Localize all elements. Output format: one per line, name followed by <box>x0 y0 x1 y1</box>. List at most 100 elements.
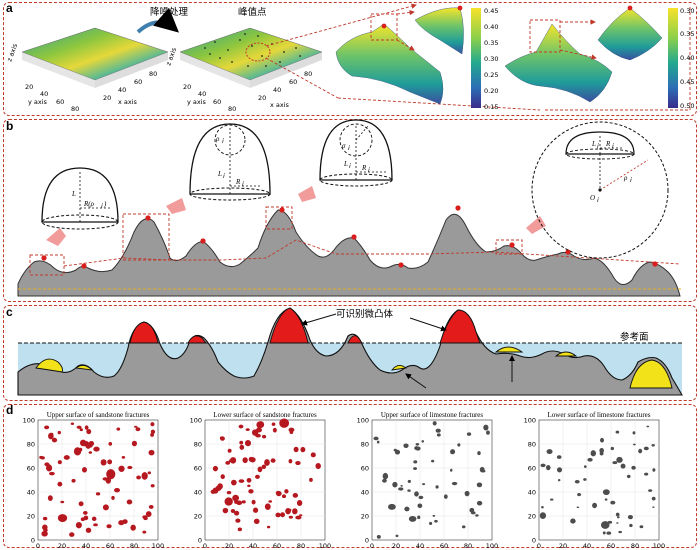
asperity-blob <box>63 455 70 460</box>
asperity-blob <box>253 518 260 525</box>
asperity-blob <box>235 518 241 523</box>
asperity-blob <box>417 503 423 508</box>
asperity-blob <box>69 532 75 537</box>
cbar2-tick-4: 0.50 <box>680 102 694 110</box>
y-tick-label: 40 <box>27 489 35 497</box>
asperity-blob <box>248 456 254 462</box>
asperity-blob <box>592 502 598 509</box>
asperity-blob <box>270 458 276 463</box>
x-tick-label: 20 <box>58 542 66 550</box>
asperity-blob <box>127 465 133 470</box>
y-tick-label: 0 <box>198 537 202 545</box>
asperity-blob <box>457 443 461 447</box>
asperity-blob <box>629 523 633 528</box>
plot1-xtick-80: 80 <box>149 70 157 78</box>
asperity-blob <box>228 459 233 463</box>
asperity-blob <box>44 425 50 430</box>
asperity-blob <box>475 514 479 517</box>
asperity-blob <box>121 456 126 459</box>
hemi3-L: L <box>343 160 348 168</box>
asperity-blob <box>639 525 644 529</box>
asperity-blob <box>255 474 260 479</box>
asperity-blob <box>451 481 458 486</box>
plot1-ylabel: y axis <box>28 98 48 106</box>
x-tick-label: 0 <box>36 542 40 550</box>
asperity-blob <box>627 515 633 520</box>
asperity-blob <box>587 457 593 462</box>
surface-plot-denoised: z axis 20 40 60 80 y axis 20 40 60 80 x … <box>164 27 323 113</box>
asperity-blob <box>102 504 109 511</box>
asperity-blob <box>244 440 252 447</box>
panel-a <box>3 2 697 116</box>
x-tick-label: 60 <box>106 542 114 550</box>
plot1-ytick-20: 20 <box>25 83 33 91</box>
distribution-plot-4: Lower surface of limestone fractures 100 8… <box>524 411 666 550</box>
asperity-blob <box>539 512 547 519</box>
asperity-blob <box>373 436 379 441</box>
asperity-blob <box>272 427 277 433</box>
asperity-blob <box>261 434 267 439</box>
asperity-blob <box>281 494 287 499</box>
x-tick-label: 40 <box>82 542 90 550</box>
x-tick-label: 100 <box>653 542 665 550</box>
asperity-blob <box>264 459 270 466</box>
asperity-blob <box>41 530 48 537</box>
asperity-blob <box>75 521 82 529</box>
red-asperities <box>129 307 481 344</box>
asperity-blob <box>450 468 453 472</box>
peak-boxes-b <box>29 206 681 276</box>
asperity-blob <box>93 523 98 527</box>
asperity-blob <box>643 446 649 451</box>
asperity-blob <box>602 531 606 535</box>
hemi3-sigma: σ <box>342 142 346 150</box>
plot2-ylabel: y axis <box>187 98 207 106</box>
hemi4-L-i: i <box>597 142 599 150</box>
y-tick-label: 60 <box>528 465 536 473</box>
x-tick-label: 60 <box>440 542 448 550</box>
asperity-blob <box>376 440 380 444</box>
asperity-blob <box>486 430 490 435</box>
asperity-blob <box>413 467 418 470</box>
asperity-blob <box>295 461 301 466</box>
asperity-blob <box>135 427 141 432</box>
asperity-blob <box>376 535 381 539</box>
plot1-xtick-60: 60 <box>134 78 142 86</box>
asperity-blob <box>292 508 298 515</box>
panel-b-label: b <box>6 119 14 133</box>
asperity-blob <box>266 525 271 529</box>
plot1-ytick-60: 60 <box>56 98 64 106</box>
asperity-blob <box>540 463 546 468</box>
asperity-blob <box>398 487 404 491</box>
asperity-blob <box>415 442 420 446</box>
asperity-blob <box>583 478 587 481</box>
panel-c-label: c <box>6 305 13 319</box>
y-tick-label: 20 <box>194 513 202 521</box>
asperity-blob <box>91 516 97 522</box>
plot2-ytick-60: 60 <box>213 98 221 106</box>
asperity-blob <box>220 474 225 480</box>
asperity-blob <box>279 418 290 428</box>
hemi3-L-i: i <box>349 162 351 170</box>
asperity-blob <box>234 510 240 516</box>
asperity-blob <box>85 443 91 449</box>
distribution-plot-1: Upper surface of sandstone fractures 100 8… <box>23 411 165 550</box>
distribution-plot-2: Lower surface of sandstone fractures 100 8… <box>190 411 332 550</box>
asperity-blob <box>212 465 219 472</box>
hemi4-R-i: i <box>612 142 614 150</box>
asperity-blob <box>42 524 48 531</box>
reference-plane-label: 参考面 <box>620 331 649 343</box>
x-tick-label: 0 <box>537 542 541 550</box>
asperity-blob <box>407 489 411 492</box>
asperity-blob <box>57 460 62 465</box>
asperity-blob <box>102 477 109 481</box>
asperity-blob <box>604 498 608 501</box>
asperity-blob <box>251 499 256 505</box>
asperity-blob <box>247 484 251 488</box>
asperity-blob <box>400 485 403 487</box>
x-tick-label: 40 <box>583 542 591 550</box>
asperity-blob <box>476 482 483 488</box>
y-tick-label: 100 <box>23 417 35 425</box>
asperity-blob <box>284 489 289 494</box>
asperity-blob <box>239 440 244 445</box>
